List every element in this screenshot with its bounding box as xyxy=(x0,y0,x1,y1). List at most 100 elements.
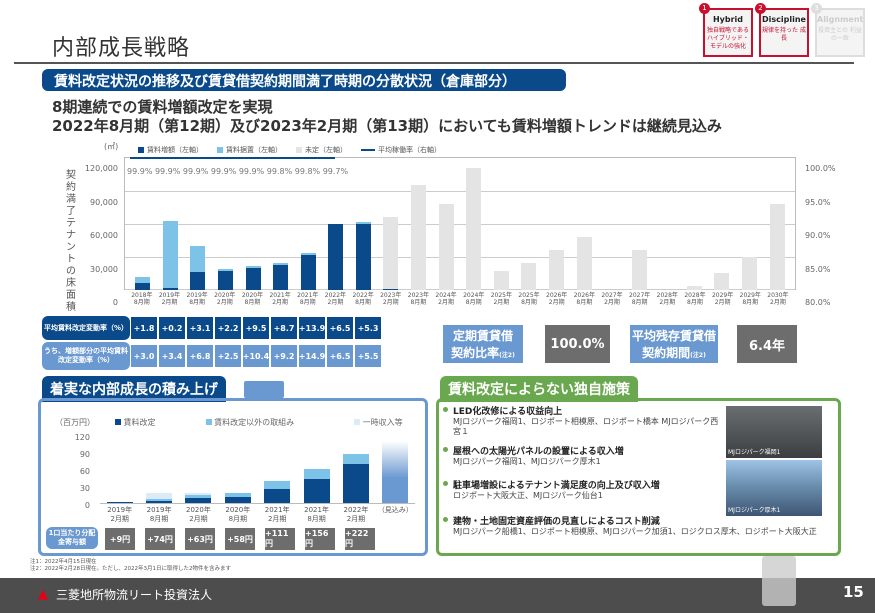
bar xyxy=(548,250,564,290)
bar xyxy=(185,493,212,503)
rate-cell: +0.2 xyxy=(159,317,185,339)
rate-row-label-2: うち、増額部分の平均賃料改定変動率（%） xyxy=(42,342,130,370)
bar xyxy=(466,168,482,290)
bar xyxy=(162,220,178,290)
bar xyxy=(631,250,647,290)
bar xyxy=(300,253,316,290)
bar xyxy=(521,263,537,290)
dpu-label: 1口当たり分配金寄与額 xyxy=(46,527,98,549)
bar xyxy=(245,266,261,290)
kpi-remaining-term-label: 平均残存賃貸借 契約期間(注2) xyxy=(630,325,718,363)
mitsubishi-logo-icon: ▲ xyxy=(38,587,48,602)
bar xyxy=(355,222,371,290)
rate-cell: +1.8 xyxy=(131,317,157,339)
y-axis-label: 契約満了テナントの床面積 xyxy=(66,170,76,313)
rate-cell: +3.0 xyxy=(131,345,157,367)
rate-row-1: +1.8 +0.2 +3.1 +2.2 +9.5 +8.7 +13.9 +6.5 +5.3 xyxy=(131,317,381,339)
dpu-cell: +111円 xyxy=(265,528,295,550)
bar xyxy=(382,440,409,503)
dpu-cell: +156円 xyxy=(305,528,335,550)
badge-hybrid: 1 Hybrid 独自戦略である ハイブリッド・ モデルの強化 xyxy=(699,3,753,57)
dpu-cell: +63円 xyxy=(185,528,215,550)
page-title: 内部成長戦略 xyxy=(52,36,191,61)
forklift-icon xyxy=(762,556,796,606)
rate-cell: +14.9 xyxy=(299,345,325,367)
bar xyxy=(106,501,133,503)
badge-discipline: 2 Discipline 規律を持った 成長 xyxy=(755,3,809,57)
bar xyxy=(576,236,592,290)
occupancy-line xyxy=(130,157,335,159)
bar xyxy=(190,245,206,290)
x-axis-labels: 2018年 8月期 2019年 2月期 2019年 8月期 2020年 2月期 2020… xyxy=(131,292,789,306)
bar xyxy=(224,492,251,503)
footer-bar xyxy=(0,578,875,613)
rate-cell: +6.5 xyxy=(327,317,353,339)
rate-cell: +3.4 xyxy=(159,345,185,367)
internal-growth-chart xyxy=(100,436,415,504)
bar xyxy=(769,203,785,290)
bar xyxy=(264,481,291,503)
rate-cell: +2.2 xyxy=(215,317,241,339)
rate-cell: +10.4 xyxy=(243,345,269,367)
measure-item-led: LED化改修による収益向上 MJロジパーク福岡1、ロジポート相模原、ロジポート橋本… xyxy=(443,404,723,437)
lease-expiry-chart xyxy=(124,157,796,290)
bar xyxy=(383,216,399,290)
dpu-cell: +58円 xyxy=(225,528,255,550)
bar xyxy=(135,277,151,290)
photo-led-warehouse: MJロジパーク福岡1 xyxy=(726,406,822,458)
company-name: 三菱地所物流リート投資法人 xyxy=(56,588,213,602)
rate-cell: +9.2 xyxy=(271,345,297,367)
bar xyxy=(742,256,757,290)
rate-cell: +6.5 xyxy=(327,345,353,367)
badge-alignment: 3 Alignment 投資主との 利益の一致 xyxy=(811,3,865,57)
bar xyxy=(493,271,509,290)
measure-item-solar: 屋根への太陽光パネルの設置による収入増 MJロジパーク福岡1、MJロジパーク厚木1 xyxy=(443,444,723,467)
section-title-internal-growth: 着実な内部成長の積み上げ xyxy=(42,376,226,402)
measure-item-tax: 建物・土地固定資産評価の見直しによるコスト削減 MJロジパーク船橋1、ロジポート相… xyxy=(443,514,823,537)
bar xyxy=(273,263,289,290)
bar xyxy=(686,285,702,290)
dpu-cell: +74円 xyxy=(145,528,175,550)
bar xyxy=(714,273,730,290)
growth-y-ticks: 120 90 60 30 0 xyxy=(74,433,90,510)
chart-legend: 賃料増額（左軸） 賃料据置（左軸） 未定（左軸） 平均稼働率（右軸） xyxy=(138,145,441,155)
occupancy-labels: 99.9% 99.9% 99.9% 99.9% 99.9% 99.8% 99.8… xyxy=(127,167,349,176)
rate-cell: +13.9 xyxy=(299,317,325,339)
kpi-fixed-term-value: 100.0% xyxy=(545,325,610,363)
dpu-row: +9円 +74円 +63円 +58円 +111円 +156円 +222円 xyxy=(105,528,375,550)
rate-cell: +2.5 xyxy=(215,345,241,367)
bar xyxy=(218,268,234,290)
internal-growth-panel xyxy=(38,398,428,556)
rate-cell: +5.3 xyxy=(355,317,381,339)
page-number: 15 xyxy=(843,583,864,601)
kpi-fixed-term-label: 定期賃貸借 契約比率(注2) xyxy=(443,325,523,363)
bar xyxy=(342,454,369,503)
headline-2: 2022年8月期（第12期）及び2023年2月期（第13期）においても賃料増額ト… xyxy=(52,117,722,135)
rate-cell: +9.5 xyxy=(243,317,269,339)
rate-cell: +5.5 xyxy=(355,345,381,367)
section-title-unique-measures: 賃料改定によらない独自施策 xyxy=(440,376,638,402)
dpu-cell: +222円 xyxy=(345,528,375,550)
section-title-rent-revision: 賃料改定状況の推移及び賃貸借契約期間満了時期の分散状況（倉庫部分） xyxy=(42,69,566,91)
headline-1: 8期連続での賃料増額改定を実現 xyxy=(52,98,273,116)
truck-icon xyxy=(244,381,284,398)
photo-solar-panels: MJロジパーク厚木1 xyxy=(726,460,822,516)
rate-cell: +3.1 xyxy=(187,317,213,339)
y-unit: (㎡) xyxy=(104,142,119,151)
rate-cell: +6.8 xyxy=(187,345,213,367)
kpi-remaining-term-value: 6.4年 xyxy=(737,325,797,363)
bar xyxy=(303,469,330,503)
unique-measures-panel xyxy=(436,398,841,556)
measure-item-parking: 駐車場増設によるテナント満足度の向上及び収入増 ロジポート大阪大正、MJロジパーク… xyxy=(443,478,723,501)
y2-axis-ticks: 100.0% 95.0% 90.0% 85.0% 80.0% xyxy=(805,164,836,307)
dpu-cell: +9円 xyxy=(105,528,135,550)
bar xyxy=(328,224,344,290)
bar xyxy=(146,493,173,503)
bar xyxy=(438,203,454,290)
bar xyxy=(411,184,427,290)
strategy-badges: 1 Hybrid 独自戦略である ハイブリッド・ モデルの強化 2 Disciplin… xyxy=(699,3,865,57)
growth-x-labels: 2019年 2月期 2019年 8月期 2020年 2月期 2020年 8月期 2021… xyxy=(107,506,413,523)
footnotes: 注1：2022年4月15日現在 注2：2022年2月28日現在。ただし、2022年… xyxy=(30,559,231,572)
title-divider xyxy=(14,62,854,64)
rate-row-2: +3.0 +3.4 +6.8 +2.5 +10.4 +9.2 +14.9 +6.5 +5.5 xyxy=(131,345,381,367)
